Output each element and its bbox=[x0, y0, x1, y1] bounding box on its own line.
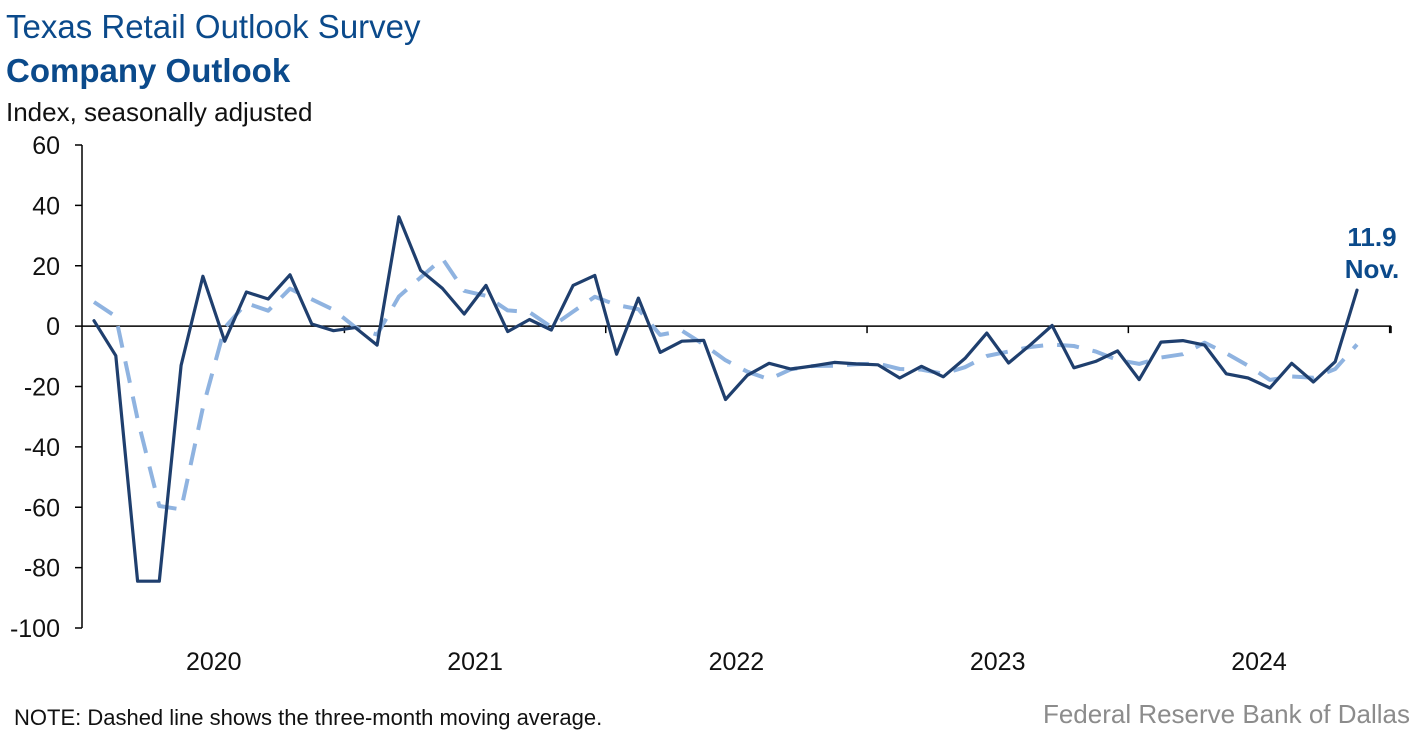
index-line bbox=[92, 215, 1359, 583]
y-tick-label: -80 bbox=[24, 555, 60, 583]
y-tick-label: 60 bbox=[32, 132, 60, 160]
callout-month: Nov. bbox=[1345, 254, 1399, 284]
y-tick-label: 40 bbox=[32, 192, 60, 220]
chart-title: Texas Retail Outlook Survey bbox=[6, 8, 421, 45]
source-credit: Federal Reserve Bank of Dallas bbox=[1042, 699, 1410, 729]
moving-average-line bbox=[92, 256, 1359, 512]
chart-subtitle: Company Outlook bbox=[6, 52, 291, 89]
x-tick-label: 2021 bbox=[447, 648, 503, 676]
x-tick-label: 2024 bbox=[1231, 648, 1287, 676]
chart-axes: 60 40 20 0 -20 -40 -60 -80 -100 2020 2021 2022 2023 2… bbox=[10, 132, 1392, 676]
callout-value: 11.9 bbox=[1347, 222, 1396, 252]
y-tick-label: -20 bbox=[24, 374, 60, 402]
y-tick-label: 20 bbox=[32, 253, 60, 281]
y-tick-label: -40 bbox=[24, 434, 60, 462]
latest-value-callout: 11.9 Nov. bbox=[1345, 222, 1399, 284]
y-tick-label: -60 bbox=[24, 494, 60, 522]
chart-series bbox=[92, 215, 1359, 583]
footnote: NOTE: Dashed line shows the three-month … bbox=[14, 705, 603, 730]
y-tick-label: -100 bbox=[10, 615, 60, 643]
y-tick-label: 0 bbox=[46, 313, 60, 341]
x-tick-label: 2022 bbox=[709, 648, 765, 676]
x-tick-label: 2023 bbox=[970, 648, 1026, 676]
x-tick-label: 2020 bbox=[186, 648, 242, 676]
y-axis-label: Index, seasonally adjusted bbox=[6, 97, 313, 127]
